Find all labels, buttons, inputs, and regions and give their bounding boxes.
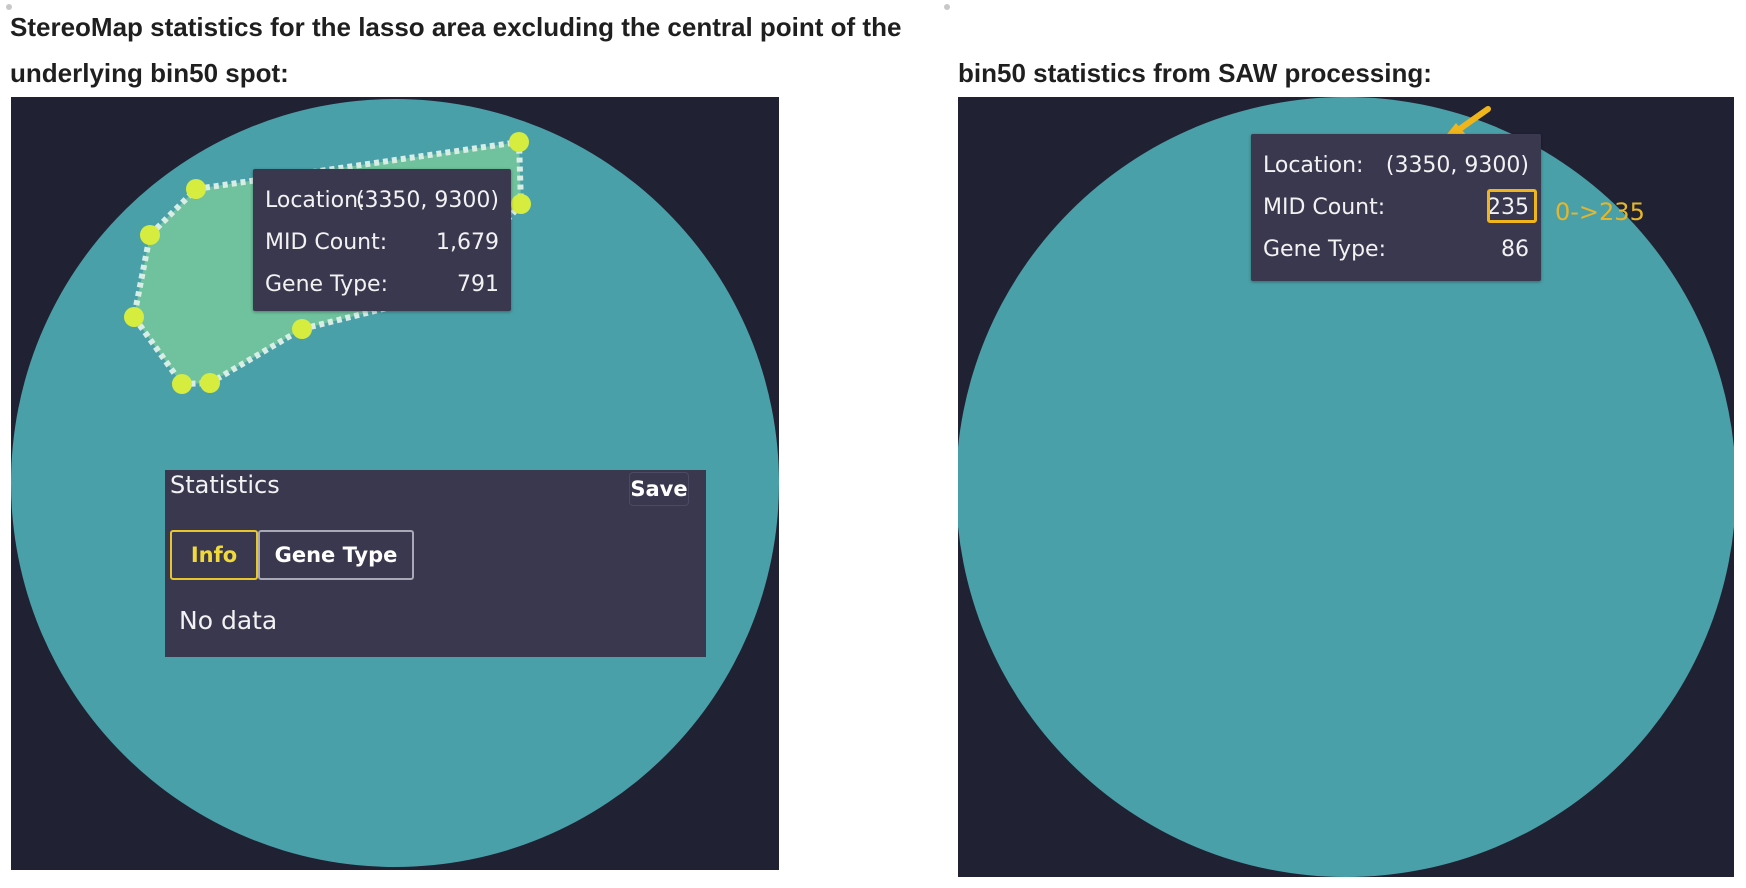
statistics-title: Statistics (170, 471, 280, 499)
lasso-vertex[interactable] (511, 194, 531, 214)
location-row: Location: (3350, 9300) (1263, 151, 1529, 181)
gene-type-row: Gene Type: 791 (265, 270, 499, 300)
gene-type-value: 791 (457, 272, 499, 297)
empty-state-message: No data (179, 606, 278, 635)
lasso-vertex[interactable] (172, 374, 192, 394)
save-button[interactable]: Save (629, 472, 689, 506)
lasso-vertex[interactable] (200, 373, 220, 393)
location-label: Location: (1263, 153, 1364, 178)
lasso-vertex[interactable] (140, 225, 160, 245)
location-label: Location: (265, 188, 366, 213)
lasso-vertex[interactable] (124, 307, 144, 327)
lasso-vertex[interactable] (292, 319, 312, 339)
lasso-vertex[interactable] (186, 179, 206, 199)
bin50-spot (958, 97, 1734, 877)
mid-count-label: MID Count: (1263, 195, 1386, 220)
mid-count-label: MID Count: (265, 230, 388, 255)
lasso-vertex[interactable] (509, 132, 529, 152)
tab-gene-type[interactable]: Gene Type (258, 530, 414, 580)
mid-count-value: 235 (1487, 195, 1529, 220)
mid-count-row: MID Count: 1,679 (265, 228, 499, 258)
statistics-panel: Statistics Save Info Gene Type No data (165, 470, 706, 657)
location-value: (3350, 9300) (355, 188, 499, 213)
top-middle-marker (944, 4, 950, 10)
tab-info[interactable]: Info (170, 530, 258, 580)
gene-type-label: Gene Type: (265, 272, 388, 297)
right-spot-tooltip: Location: (3350, 9300) MID Count: 235 Ge… (1251, 134, 1541, 281)
mid-count-row: MID Count: 235 (1263, 189, 1537, 223)
top-left-marker (6, 4, 12, 10)
right-heading: bin50 statistics from SAW processing: (958, 58, 1432, 88)
mid-count-value: 1,679 (436, 230, 499, 255)
left-heading: StereoMap statistics for the lasso area … (10, 12, 902, 88)
gene-type-row: Gene Type: 86 (1263, 235, 1529, 265)
gene-type-label: Gene Type: (1263, 237, 1386, 262)
location-row: Location: (3350, 9300) (265, 186, 499, 216)
mid-count-highlight (1487, 189, 1537, 223)
location-value: (3350, 9300) (1385, 153, 1529, 178)
left-spot-tooltip: Location: (3350, 9300) MID Count: 1,679 … (253, 169, 511, 311)
gene-type-value: 86 (1501, 237, 1529, 262)
mid-count-change-annotation: 0->235 (1555, 198, 1645, 226)
